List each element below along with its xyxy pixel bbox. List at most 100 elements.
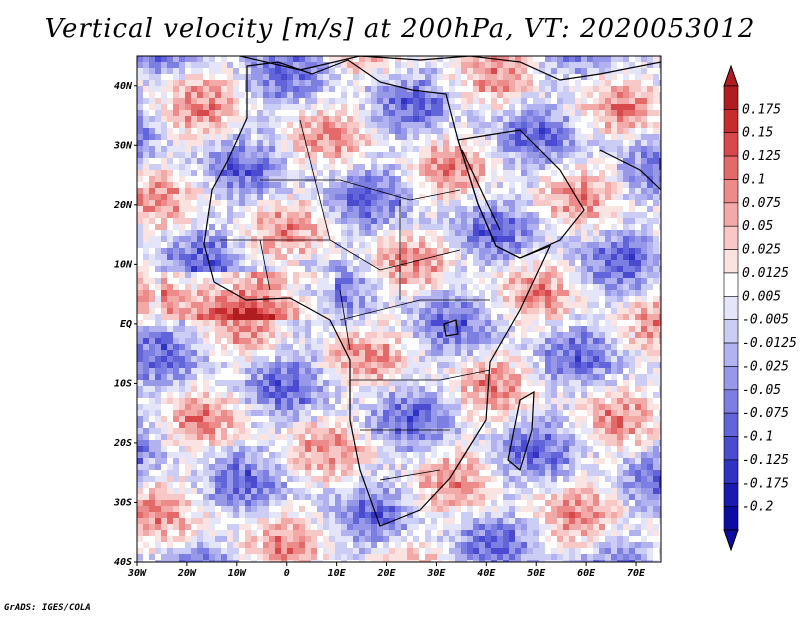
field-cell xyxy=(197,56,204,63)
field-cell xyxy=(401,110,408,117)
field-cell xyxy=(605,260,612,267)
field-cell xyxy=(371,164,378,171)
field-cell xyxy=(137,152,144,159)
field-cell xyxy=(161,392,168,399)
field-cell xyxy=(437,110,444,117)
field-cell xyxy=(161,194,168,201)
field-cell xyxy=(473,266,480,273)
field-cell xyxy=(215,362,222,369)
field-cell xyxy=(413,128,420,135)
field-cell xyxy=(377,380,384,387)
field-cell xyxy=(191,200,198,207)
field-cell xyxy=(647,206,654,213)
field-cell xyxy=(629,194,636,201)
field-cell xyxy=(347,296,354,303)
field-cell xyxy=(641,350,648,357)
field-cell xyxy=(425,320,432,327)
field-cell xyxy=(491,266,498,273)
field-cell xyxy=(281,332,288,339)
field-cell xyxy=(503,56,510,63)
field-cell xyxy=(359,356,366,363)
field-cell xyxy=(407,74,414,81)
field-cell xyxy=(533,176,540,183)
field-cell xyxy=(401,68,408,75)
field-cell xyxy=(509,374,516,381)
field-cell xyxy=(209,140,216,147)
field-cell xyxy=(353,290,360,297)
field-cell xyxy=(575,338,582,345)
field-cell xyxy=(143,362,150,369)
field-cell xyxy=(365,332,372,339)
field-cell xyxy=(317,104,324,111)
field-cell xyxy=(179,146,186,153)
field-cell xyxy=(515,272,522,279)
field-cell xyxy=(437,164,444,171)
field-cell xyxy=(311,116,318,123)
field-cell xyxy=(239,386,246,393)
field-cell xyxy=(419,98,426,105)
field-cell xyxy=(197,338,204,345)
field-cell xyxy=(353,146,360,153)
field-cell xyxy=(659,308,661,315)
field-cell xyxy=(137,176,144,183)
field-cell xyxy=(431,98,438,105)
field-cell xyxy=(179,290,186,297)
field-cell xyxy=(497,278,504,285)
field-cell xyxy=(437,98,444,105)
field-cell xyxy=(479,302,486,309)
field-cell xyxy=(377,68,384,75)
field-cell xyxy=(419,332,426,339)
field-cell xyxy=(377,254,384,261)
field-cell xyxy=(365,110,372,117)
field-cell xyxy=(341,200,348,207)
field-cell xyxy=(455,182,462,189)
field-cell xyxy=(419,86,426,93)
field-cell xyxy=(653,374,660,381)
field-cell xyxy=(281,128,288,135)
field-cell xyxy=(383,308,390,315)
field-cell xyxy=(191,392,198,399)
field-cell xyxy=(587,386,594,393)
field-cell xyxy=(281,314,288,321)
field-cell xyxy=(563,218,570,225)
field-cell xyxy=(623,134,630,141)
field-cell xyxy=(431,164,438,171)
field-cell xyxy=(659,320,661,327)
field-cell xyxy=(365,56,372,63)
field-cell xyxy=(353,386,360,393)
field-cell xyxy=(137,320,144,327)
field-cell xyxy=(203,98,210,105)
field-cell xyxy=(461,194,468,201)
field-cell xyxy=(155,80,162,87)
field-cell xyxy=(491,218,498,225)
field-cell xyxy=(623,104,630,111)
field-cell xyxy=(551,362,558,369)
field-cell xyxy=(569,296,576,303)
field-cell xyxy=(203,272,210,279)
field-cell xyxy=(227,56,234,63)
field-cell xyxy=(389,296,396,303)
field-cell xyxy=(239,194,246,201)
field-cell xyxy=(527,224,534,231)
field-cell xyxy=(617,368,624,375)
field-cell xyxy=(545,308,552,315)
field-cell xyxy=(329,104,336,111)
field-cell xyxy=(641,236,648,243)
field-cell xyxy=(341,68,348,75)
field-cell xyxy=(611,182,618,189)
field-cell xyxy=(209,326,216,333)
field-cell xyxy=(179,134,186,141)
field-cell xyxy=(299,218,306,225)
field-cell xyxy=(341,86,348,93)
field-cell xyxy=(551,320,558,327)
field-cell xyxy=(563,68,570,75)
field-cell xyxy=(269,194,276,201)
field-cell xyxy=(209,170,216,177)
field-cell xyxy=(185,170,192,177)
field-cell xyxy=(551,326,558,333)
field-cell xyxy=(305,80,312,87)
field-cell xyxy=(383,302,390,309)
field-cell xyxy=(317,392,324,399)
field-cell xyxy=(587,224,594,231)
field-cell xyxy=(263,278,270,285)
